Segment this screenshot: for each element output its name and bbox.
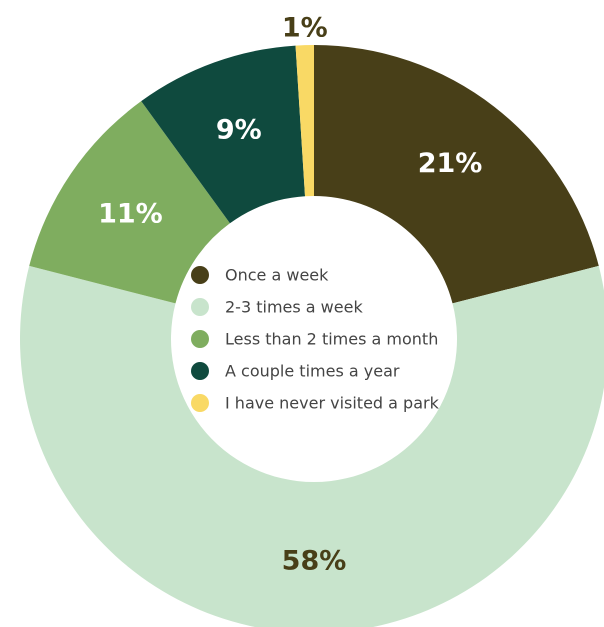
- percent-label-2-3-times-a-week: 58%: [282, 546, 347, 577]
- slices: [20, 45, 604, 627]
- percent-label-once-a-week: 21%: [418, 148, 483, 179]
- slice-less-than-2-times-a-month: [29, 101, 230, 304]
- legend-swatch-i-have-never-visited-a-park: [191, 394, 209, 412]
- slice-a-couple-times-a-year: [141, 45, 306, 224]
- legend-label-a-couple-times-a-year: A couple times a year: [225, 362, 400, 381]
- percent-label-i-have-never-visited-a-park: 1%: [282, 13, 328, 44]
- legend-swatch-a-couple-times-a-year: [191, 362, 209, 380]
- legend-swatch-once-a-week: [191, 266, 209, 284]
- percent-label-a-couple-times-a-year: 9%: [216, 115, 262, 146]
- legend: Once a week 2-3 times a week Less than 2 t…: [191, 266, 440, 413]
- legend-label-i-have-never-visited-a-park: I have never visited a park: [225, 394, 440, 413]
- slice-once-a-week: [314, 45, 599, 304]
- slice-i-have-never-visited-a-park: [295, 45, 314, 197]
- legend-swatch-less-than-2-times-a-month: [191, 330, 209, 348]
- legend-label-2-3-times-a-week: 2-3 times a week: [225, 298, 363, 317]
- slice-2-3-times-a-week: [20, 265, 604, 627]
- legend-label-once-a-week: Once a week: [225, 266, 329, 285]
- legend-swatch-2-3-times-a-week: [191, 298, 209, 316]
- percent-labels: 21% 58% 11% 9% 1%: [98, 13, 482, 577]
- percent-label-less-than-2-times-a-month: 11%: [98, 199, 163, 230]
- legend-label-less-than-2-times-a-month: Less than 2 times a month: [225, 330, 438, 349]
